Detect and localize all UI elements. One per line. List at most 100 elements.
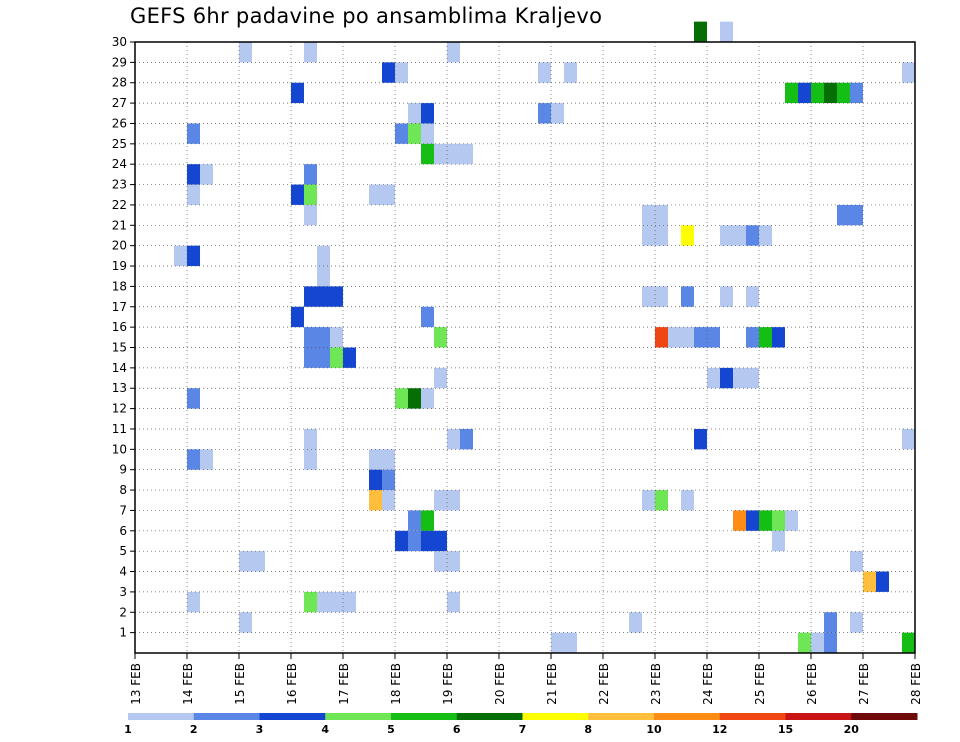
heatmap-cell [239,42,252,63]
heatmap-cell [304,286,343,307]
heatmap-cell [642,225,668,246]
heatmap-cell [655,490,668,511]
heatmap-cell [434,551,460,572]
y-tick-label: 17 [112,300,127,314]
heatmap-cell [460,428,473,450]
heatmap-cell [811,632,824,653]
y-tick-label: 18 [112,279,127,293]
y-tick-label: 11 [112,422,127,436]
x-tick-label: 13 FEB [129,663,143,705]
heatmap-cell [824,632,837,653]
heatmap-cell [902,62,915,83]
heatmap-cell [317,245,330,267]
y-tick-label: 7 [119,503,127,517]
heatmap-cell [902,632,915,653]
y-tick-label: 25 [112,137,127,151]
heatmap-cell [733,367,759,389]
heatmap-cell [694,428,707,450]
legend-label: 3 [256,723,264,736]
heatmap-cell [187,388,200,409]
heatmap-cell [746,327,759,348]
x-tick-label: 22 FEB [597,663,611,705]
heatmap-cell [187,164,200,185]
heatmap-cell [408,388,421,409]
heatmap-cell [447,42,460,63]
y-tick-label: 30 [112,35,127,49]
heatmap-cell [668,327,694,348]
heatmap-cell [187,245,200,267]
heatmap-cell [850,551,863,572]
heatmap-cell [382,469,395,491]
heatmap-cell [408,510,421,531]
heatmap-cell [421,103,434,124]
heatmap-cell [434,367,447,389]
legend-label: 1 [124,723,132,736]
heatmap-cell [785,82,798,104]
heatmap-cell [369,184,395,205]
y-tick-label: 21 [112,218,127,232]
heatmap-cell [395,388,408,409]
heatmap-cell [681,286,694,307]
heatmap-cell [655,327,668,348]
heatmap-cell [304,428,317,450]
y-tick-label: 15 [112,341,127,355]
heatmap-cell [681,225,694,246]
heatmap-cell [902,428,915,450]
x-tick-label: 24 FEB [701,663,715,705]
heatmap-cell [421,306,434,328]
x-tick-label: 26 FEB [805,663,819,705]
heatmap-cell [434,490,460,511]
legend-label: 7 [519,723,527,736]
legend-swatch [193,713,260,720]
x-tick-label: 18 FEB [389,663,403,705]
heatmap-cell [434,327,447,348]
legend-swatch [259,713,326,720]
heatmap-cell [369,490,382,511]
heatmap-cell [694,327,720,348]
heatmap-cell [538,103,551,124]
y-tick-label: 27 [112,96,127,110]
heatmap-cell [772,530,785,552]
heatmap-cell [694,21,707,42]
heatmap-cell [824,82,837,104]
y-tick-label: 2 [119,605,127,619]
x-tick-label: 17 FEB [337,663,351,705]
heatmap-cell [304,327,330,348]
y-tick-label: 29 [112,55,127,69]
heatmap-cell [564,62,577,83]
x-tick-label: 19 FEB [441,663,455,705]
heatmap-cell [720,225,746,246]
y-tick-label: 3 [119,585,127,599]
legend-swatch [654,713,721,720]
y-tick-label: 8 [119,483,127,497]
heatmap-cell [811,82,824,104]
heatmap-cell [408,103,421,124]
heatmap-cell [746,510,759,531]
legend-swatch [588,713,655,720]
heatmap-cell [291,306,304,328]
heatmap-cell [239,551,265,572]
legend-swatch [391,713,458,720]
y-tick-label: 10 [112,442,127,456]
legend-swatch [128,713,195,720]
y-tick-label: 6 [119,524,127,538]
heatmap-cell [291,184,304,205]
legend-swatch [456,713,523,720]
heatmap-cell [863,571,876,592]
y-tick-label: 13 [112,381,127,395]
heatmap-cell [720,367,733,389]
heatmap-cell [772,327,785,348]
heatmap-cell [642,490,655,511]
heatmap-cell [876,571,889,592]
heatmap-cell [187,449,200,470]
legend-swatch [785,713,852,720]
heatmap-cell [304,184,317,205]
legend-label: 8 [584,723,592,736]
heatmap-cell [421,388,434,409]
heatmap-cell [642,286,668,307]
heatmap-cell [421,143,434,165]
legend-label: 6 [453,723,461,736]
heatmap-cell [317,591,356,613]
heatmap-cell [850,612,863,633]
heatmap-cell [720,286,733,307]
